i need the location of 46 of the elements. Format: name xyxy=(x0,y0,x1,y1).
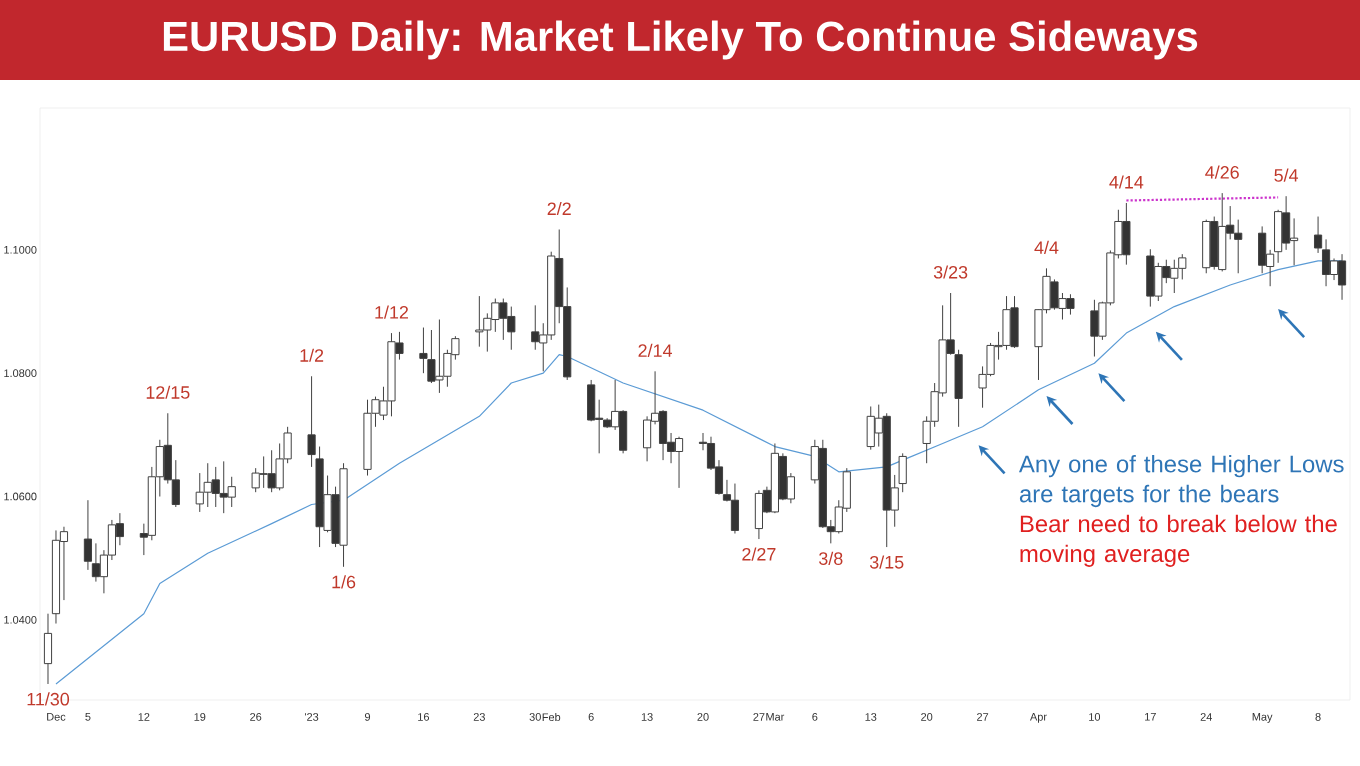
candlestick xyxy=(1290,217,1299,266)
annotation: 12/15 xyxy=(146,385,190,399)
annotation: 1/6 xyxy=(332,575,356,589)
candlestick xyxy=(507,306,516,351)
candlestick xyxy=(1329,257,1339,281)
chart-title: EURUSD Daily: Market Likely To Continue Sideways xyxy=(163,20,1198,60)
candlestick xyxy=(754,489,764,540)
candlestick xyxy=(1210,216,1219,271)
candlestick xyxy=(531,304,540,351)
annotation: 2/27 xyxy=(742,547,776,561)
candlestick xyxy=(267,449,276,493)
candlestick xyxy=(1218,192,1227,272)
candlestick xyxy=(1154,262,1163,302)
candlestick xyxy=(219,460,228,514)
candlestick xyxy=(587,379,596,422)
candlestick xyxy=(1146,248,1155,308)
annotation: 5/4 xyxy=(1274,168,1299,182)
candlestick xyxy=(203,462,212,508)
candlestick xyxy=(1337,253,1347,301)
annotation: 3/15 xyxy=(869,555,904,569)
candlestick xyxy=(1202,219,1211,274)
candlestick xyxy=(1122,202,1131,266)
candlestick xyxy=(259,455,268,489)
candlestick xyxy=(43,613,53,685)
candlestick xyxy=(475,295,484,348)
annotation: 2/2 xyxy=(547,201,571,216)
annotation: Bear need to break below the moving average xyxy=(1020,514,1337,567)
candlestick xyxy=(1066,293,1075,316)
annotation: 4/14 xyxy=(1109,175,1144,189)
candlestick xyxy=(1170,259,1179,294)
annotation: Any one of these Higher Lows are targets for the bears xyxy=(1018,454,1344,508)
candlestick xyxy=(211,466,220,508)
annotation: 1/2 xyxy=(300,348,324,362)
candlestick xyxy=(435,319,444,394)
annotation: 4/4 xyxy=(1034,240,1059,254)
annotation: 1/12 xyxy=(375,305,409,319)
candlestick xyxy=(674,436,684,489)
annotation: 2/14 xyxy=(638,343,672,357)
annotation: 11/30 xyxy=(27,692,70,706)
annotation: 3/8 xyxy=(819,551,843,565)
candlestick xyxy=(730,483,740,534)
candlestick xyxy=(1010,295,1019,349)
annotation: 3/23 xyxy=(933,265,968,279)
candlestick xyxy=(1090,299,1099,358)
annotation: 4/26 xyxy=(1205,165,1239,179)
candlestick xyxy=(866,405,875,451)
